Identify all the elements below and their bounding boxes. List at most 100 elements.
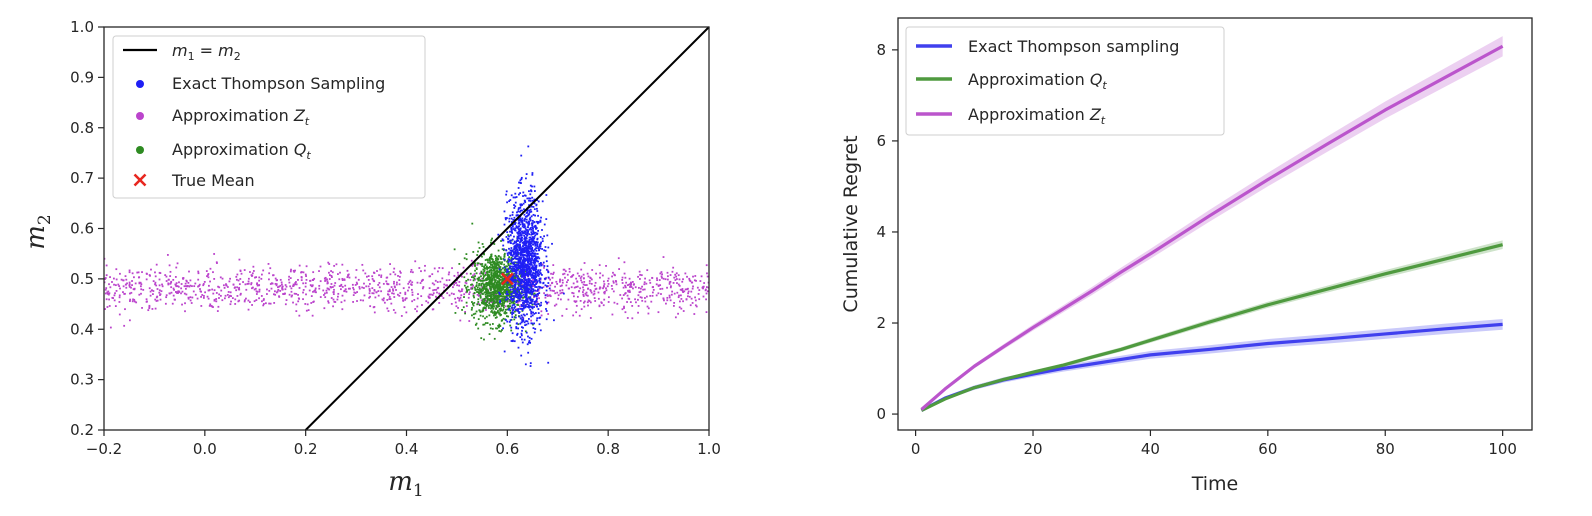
scatter-point	[511, 224, 514, 227]
scatter-point	[675, 275, 678, 278]
scatter-point	[530, 254, 533, 257]
scatter-point	[392, 292, 395, 295]
scatter-point	[115, 268, 118, 271]
scatter-point	[533, 300, 536, 303]
scatter-point	[523, 243, 526, 246]
scatter-point	[516, 231, 519, 234]
scatter-point	[530, 337, 533, 340]
scatter-point	[524, 282, 527, 285]
scatter-point	[365, 285, 368, 288]
scatter-point	[527, 271, 530, 274]
scatter-point	[324, 279, 327, 282]
scatter-point	[530, 315, 532, 318]
legend-swatch-exact-thompson	[136, 80, 144, 88]
scatter-point	[436, 291, 438, 294]
scatter-point	[197, 278, 200, 281]
scatter-point	[109, 326, 112, 329]
scatter-point	[371, 287, 374, 290]
scatter-point	[693, 313, 696, 315]
scatter-point	[334, 282, 337, 284]
scatter-point	[333, 300, 336, 303]
scatter-point	[514, 196, 517, 199]
scatter-point	[521, 320, 524, 323]
scatter-point	[525, 284, 528, 287]
scatter-point	[539, 278, 542, 281]
scatter-point	[509, 309, 512, 312]
scatter-point	[155, 263, 158, 266]
scatter-point	[482, 301, 484, 304]
scatter-point	[523, 271, 525, 273]
scatter-point	[373, 305, 376, 308]
scatter-point	[155, 296, 158, 299]
scatter-point	[691, 287, 694, 290]
scatter-point	[425, 300, 428, 303]
scatter-point	[646, 305, 649, 308]
scatter-point	[587, 304, 589, 307]
scatter-point	[118, 301, 121, 303]
scatter-point	[499, 257, 502, 259]
scatter-point	[512, 223, 515, 226]
scatter-point	[575, 304, 578, 307]
scatter-point	[218, 286, 221, 289]
scatter-point	[466, 289, 469, 292]
scatter-point	[521, 299, 524, 302]
left-y-tick-label: 0.4	[70, 320, 94, 338]
scatter-point	[109, 286, 112, 289]
scatter-point	[528, 243, 530, 246]
scatter-point	[289, 277, 292, 279]
scatter-point	[704, 289, 707, 292]
scatter-point	[683, 290, 686, 293]
scatter-point	[224, 294, 227, 297]
scatter-point	[398, 279, 401, 281]
scatter-point	[483, 298, 485, 301]
scatter-point	[568, 267, 571, 270]
scatter-point	[454, 301, 457, 304]
scatter-point	[488, 281, 490, 284]
scatter-point	[501, 303, 504, 306]
scatter-point	[431, 294, 434, 296]
scatter-point	[534, 242, 536, 245]
scatter-point	[467, 296, 470, 299]
scatter-point	[180, 287, 183, 290]
scatter-point	[521, 284, 523, 286]
confidence-band-1	[921, 240, 1503, 412]
scatter-point	[607, 296, 610, 299]
scatter-point	[607, 301, 610, 303]
scatter-point	[676, 282, 678, 284]
scatter-point	[514, 275, 517, 278]
scatter-point	[536, 220, 538, 223]
scatter-point	[486, 277, 488, 280]
scatter-point	[525, 230, 527, 233]
scatter-point	[327, 300, 330, 303]
scatter-point	[521, 309, 524, 312]
scatter-point	[554, 285, 556, 288]
scatter-point	[352, 286, 354, 289]
scatter-point	[172, 287, 175, 290]
scatter-point	[498, 279, 501, 282]
scatter-point	[435, 288, 438, 291]
scatter-point	[519, 234, 522, 237]
scatter-point	[512, 301, 515, 304]
scatter-point	[389, 273, 392, 276]
scatter-point	[304, 273, 307, 276]
left-scatter-panel: −0.2 0.0 0.2 0.4 0.6 0.8 1.0 0.20.30.40.50.60.…	[21, 18, 721, 501]
scatter-point	[518, 261, 521, 264]
scatter-point	[323, 307, 326, 310]
scatter-point	[297, 297, 300, 300]
scatter-point	[533, 284, 536, 286]
scatter-point	[529, 299, 532, 301]
scatter-point	[520, 334, 523, 337]
scatter-point	[392, 309, 395, 311]
legend-label-exact-thompson-line: Exact Thompson sampling	[968, 37, 1179, 56]
scatter-point	[528, 265, 531, 268]
scatter-point	[322, 289, 325, 292]
scatter-point	[508, 264, 510, 267]
scatter-point	[530, 238, 533, 241]
scatter-point	[587, 299, 590, 302]
scatter-point	[562, 292, 565, 295]
scatter-point	[500, 305, 503, 307]
scatter-point	[534, 300, 537, 303]
scatter-point	[705, 311, 708, 314]
scatter-point	[453, 283, 456, 286]
scatter-point	[511, 211, 514, 214]
